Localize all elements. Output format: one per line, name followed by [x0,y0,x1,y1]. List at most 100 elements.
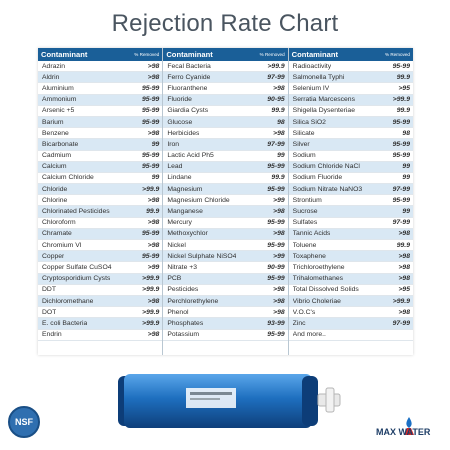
table-row: Copper Sulfate CuSO4 >99 [38,262,163,274]
contaminant-name: Bicarbonate [42,140,79,148]
contaminant-name: Benzene [42,129,69,137]
table-row: Fecal Bacteria >99.9 [163,61,288,73]
table-row: Magnesium Chloride >99 [163,195,288,207]
contaminant-name: Selenium IV [292,84,330,92]
removal-rate: >98 [147,297,160,305]
removal-rate: >98 [147,331,160,339]
table-row: Zinc 97-99 [288,318,413,330]
removal-rate: >99 [147,263,160,271]
table-row: Sodium Chloride NaCl 99 [288,161,413,173]
removal-rate: 95-99 [267,275,285,283]
removal-rate: 97-99 [392,219,410,227]
contaminant-name: Manganese [167,208,203,216]
removal-rate: >95 [398,84,410,92]
removal-rate: 95-99 [392,62,410,70]
table-row: Chlorine >98 [38,195,163,207]
removal-rate: 99 [402,174,410,182]
table-row: Potassium 95-99 [163,330,288,341]
contaminant-name: Chramate [42,230,72,238]
table-row: Salmonella Typhi 99.9 [288,72,413,84]
table-row: Barium 95-99 [38,116,163,129]
removal-rate: 99.9 [271,174,285,182]
table-row: DDT >99.9 [38,285,163,296]
removal-rate: 95-99 [392,152,410,160]
removal-rate: 95-99 [392,196,410,204]
table-row: Cadmium 95-99 [38,151,163,162]
contaminant-name: Chromium VI [42,241,82,249]
table-row: Copper 95-99 [38,251,163,263]
removal-rate: 95-99 [141,152,160,160]
table-row: Chloroform >98 [38,218,163,229]
contaminant-name: DOT [42,308,57,316]
contaminant-name: Sodium Fluoride [292,174,343,182]
contaminant-name: Nickel [167,241,186,249]
contaminant-name: Nitrate +3 [167,263,197,271]
removal-rate: 99 [402,163,410,171]
removal-rate: >99.9 [142,185,160,193]
removal-rate: 95-99 [267,219,285,227]
contaminant-name: Silver [292,140,310,148]
table-row: Phenol >98 [163,307,288,319]
contaminant-name: Potassium [167,331,200,339]
maxwater-logo: MAX WATER [376,415,442,439]
removal-rate: >99.9 [392,297,410,305]
contaminant-name: Cryptosporidium Cysts [42,275,111,283]
contaminant-name: Ferro Cyanide [167,73,211,81]
removal-rate: >98 [273,84,285,92]
contaminant-name: Silica SiO2 [292,118,326,126]
table-row: Ferro Cyanide 97-99 [163,72,288,84]
header-contaminant: Contaminant [291,50,339,59]
removal-rate: 95-99 [141,107,160,115]
column-rows: Radioactivity 95-99 Salmonella Typhi 99.9 Se… [288,61,413,341]
removal-rate: 97-99 [267,140,285,148]
contaminant-name: DDT [42,286,56,294]
column-header: Contaminant % Removed [163,48,288,61]
table-row: Sodium Nitrate NaNO3 97-99 [288,184,413,196]
table-row: Cryptosporidium Cysts >99.9 [38,273,163,285]
contaminant-name: Fluoride [167,96,192,104]
header-contaminant: Contaminant [166,50,213,59]
removal-rate: >99.9 [142,286,160,294]
removal-rate: >99.9 [142,275,160,283]
table-row: Dichloromethane >98 [38,295,163,308]
table-row: Selenium IV >95 [288,83,413,95]
contaminant-name: Tannic Acids [292,230,331,238]
contaminant-name: Strontium [292,196,322,204]
table-row: Calcium 95-99 [38,161,163,173]
contaminant-name: Toluene [292,241,317,249]
removal-rate: 95-99 [141,118,160,126]
removal-rate: 97-99 [267,73,285,81]
page-title: Rejection Rate Chart [111,10,339,37]
table-row: Lindane 99.9 [163,173,288,185]
contaminant-name: Sodium [292,152,316,160]
removal-rate: >98 [147,219,160,227]
table-row: Chromium VI >98 [38,240,163,252]
contaminant-name: Sodium Chloride NaCl [292,163,360,171]
removal-rate: >99.9 [142,308,160,316]
contaminant-name: Herbicides [167,129,200,137]
table-row: Mercury 95-99 [163,218,288,229]
removal-rate: >95 [398,286,410,294]
contaminant-name: V.O.C's [292,308,316,316]
removal-rate: >98 [273,208,285,216]
contaminant-name: Copper [42,252,65,260]
table-row: Arsenic +5 95-99 [38,106,163,117]
removal-rate: >98 [147,196,160,204]
contaminant-name: Silicate [292,129,315,137]
removal-rate: 95-99 [141,252,160,260]
table-row: Aldrin >98 [38,72,163,84]
removal-rate: 98 [277,118,285,126]
ro-membrane-image [118,374,341,428]
contaminant-name: Phosphates [167,319,204,327]
table-row: Trichloroethylene >98 [288,262,413,274]
contaminant-name: Methoxychlor [167,230,208,238]
table-row: Glucose 98 [163,116,288,129]
table-row: Silicate 98 [288,128,413,140]
removal-rate: 95-99 [141,84,160,92]
contaminant-name: Serratia Marcescens [292,96,355,104]
table-row: Radioactivity 95-99 [288,61,413,73]
contaminant-name: Sodium Nitrate NaNO3 [292,185,363,193]
contaminant-name: Mercury [167,219,192,227]
contaminant-name: Zinc [292,319,306,327]
table-row: Fluoride 90-95 [163,94,288,106]
